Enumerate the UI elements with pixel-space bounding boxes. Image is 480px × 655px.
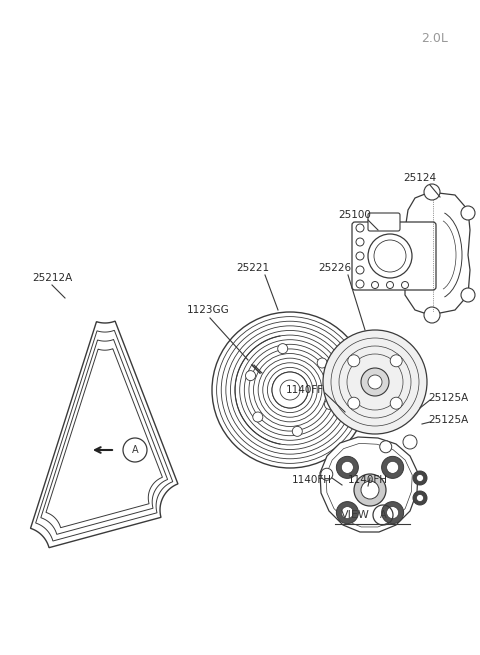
Text: 1123GG: 1123GG bbox=[187, 305, 229, 315]
Circle shape bbox=[341, 506, 353, 519]
Circle shape bbox=[354, 474, 386, 506]
Text: 25212A: 25212A bbox=[32, 273, 72, 283]
Circle shape bbox=[336, 457, 359, 478]
Circle shape bbox=[372, 282, 379, 288]
Text: 25125A: 25125A bbox=[428, 393, 468, 403]
Circle shape bbox=[348, 355, 360, 367]
Circle shape bbox=[361, 481, 379, 499]
Text: 25100: 25100 bbox=[338, 210, 372, 220]
Circle shape bbox=[390, 355, 402, 367]
Text: 25125A: 25125A bbox=[428, 415, 468, 425]
Circle shape bbox=[461, 206, 475, 220]
Text: 2.0L: 2.0L bbox=[421, 31, 448, 45]
Text: 25124: 25124 bbox=[403, 173, 437, 183]
Circle shape bbox=[321, 468, 333, 480]
Circle shape bbox=[348, 397, 360, 409]
Circle shape bbox=[386, 461, 398, 474]
Circle shape bbox=[386, 506, 398, 519]
FancyBboxPatch shape bbox=[352, 222, 436, 290]
Circle shape bbox=[246, 371, 255, 381]
Circle shape bbox=[390, 397, 402, 409]
Polygon shape bbox=[320, 437, 418, 532]
Circle shape bbox=[382, 457, 404, 478]
Circle shape bbox=[336, 502, 359, 523]
Circle shape bbox=[424, 307, 440, 323]
Text: 25226: 25226 bbox=[318, 263, 351, 273]
Circle shape bbox=[356, 224, 364, 232]
Text: 1140FH: 1140FH bbox=[348, 475, 388, 485]
Circle shape bbox=[386, 282, 394, 288]
Text: 1140FH: 1140FH bbox=[292, 475, 332, 485]
Text: 1140FF: 1140FF bbox=[286, 385, 324, 395]
Circle shape bbox=[368, 234, 412, 278]
Circle shape bbox=[356, 266, 364, 274]
Circle shape bbox=[368, 375, 382, 389]
FancyBboxPatch shape bbox=[368, 213, 400, 231]
Circle shape bbox=[317, 358, 327, 368]
Circle shape bbox=[292, 426, 302, 436]
Circle shape bbox=[356, 252, 364, 260]
Circle shape bbox=[413, 471, 427, 485]
Circle shape bbox=[278, 344, 288, 354]
Circle shape bbox=[382, 502, 404, 523]
Circle shape bbox=[403, 435, 417, 449]
Text: A: A bbox=[132, 445, 138, 455]
Circle shape bbox=[413, 491, 427, 505]
Circle shape bbox=[461, 288, 475, 302]
Circle shape bbox=[272, 372, 308, 408]
Circle shape bbox=[323, 330, 427, 434]
Text: 25221: 25221 bbox=[237, 263, 270, 273]
Circle shape bbox=[380, 441, 392, 453]
Circle shape bbox=[356, 280, 364, 288]
Circle shape bbox=[253, 412, 263, 422]
Circle shape bbox=[324, 400, 335, 409]
Text: A: A bbox=[380, 510, 386, 520]
Text: VIEW: VIEW bbox=[341, 510, 370, 520]
Polygon shape bbox=[405, 192, 470, 315]
Circle shape bbox=[417, 495, 423, 502]
Circle shape bbox=[341, 461, 353, 474]
Circle shape bbox=[424, 184, 440, 200]
Circle shape bbox=[356, 238, 364, 246]
Circle shape bbox=[417, 474, 423, 481]
Circle shape bbox=[401, 282, 408, 288]
Circle shape bbox=[361, 368, 389, 396]
